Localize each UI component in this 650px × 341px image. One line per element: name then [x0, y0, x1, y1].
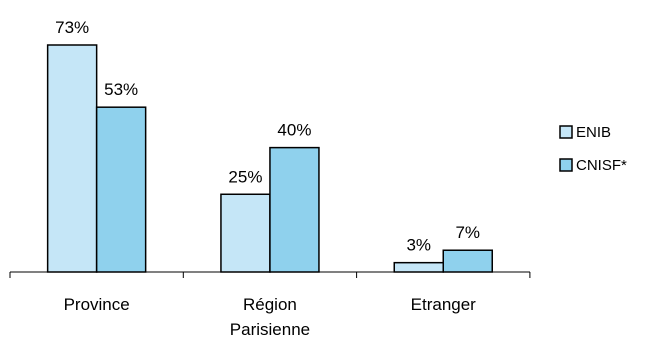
- x-axis: [9, 271, 531, 278]
- legend-swatch: [559, 158, 573, 172]
- data-label: 7%: [455, 223, 480, 242]
- category-labels-layer: Province Région Parisienne Etranger: [64, 295, 477, 339]
- bars-layer: [46, 44, 493, 273]
- bar-cnisf-2: [442, 249, 493, 273]
- bar-cnisf-1: [269, 146, 320, 273]
- bar-cnisf-0: [95, 106, 147, 273]
- category-label: Etranger: [411, 295, 477, 314]
- bar-enib-0: [46, 44, 98, 273]
- category-label: Région Parisienne: [230, 295, 310, 339]
- data-label: 40%: [277, 121, 311, 140]
- bar-enib-1: [220, 193, 271, 273]
- value-labels-layer: 73% 53% 25% 40% 3% 7%: [55, 18, 480, 255]
- legend: ENIB CNISF*: [559, 124, 627, 174]
- data-label: 73%: [55, 18, 89, 37]
- category-label: Province: [64, 295, 130, 314]
- data-label: 3%: [406, 236, 431, 255]
- legend-swatch: [559, 125, 573, 139]
- bar-enib-2: [393, 261, 444, 273]
- data-label: 53%: [104, 80, 138, 99]
- legend-label: ENIB: [576, 124, 611, 141]
- legend-label: CNISF*: [576, 157, 627, 174]
- data-label: 25%: [228, 167, 262, 186]
